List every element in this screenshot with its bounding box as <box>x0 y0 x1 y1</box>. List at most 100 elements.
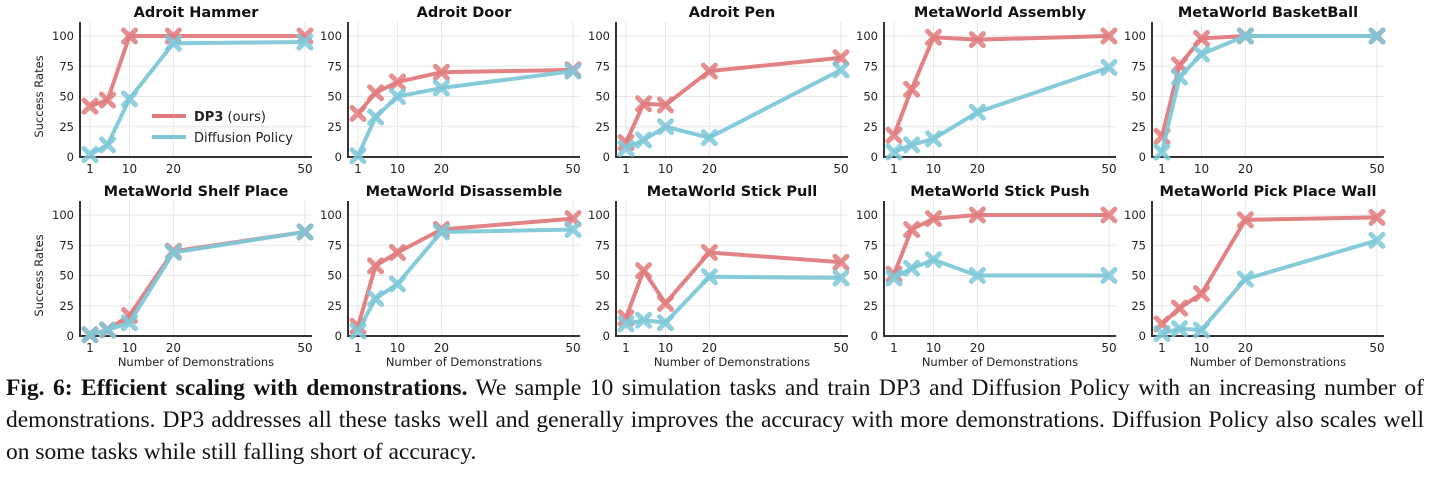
subplot-title: Adroit Hammer <box>134 5 260 21</box>
data-point <box>885 126 903 144</box>
y-tick-label: 50 <box>595 90 610 104</box>
marker-x-dp3 <box>367 257 385 275</box>
marker-x-diffusion-policy <box>564 62 582 80</box>
subplot-10: MetaWorld Pick Place Wall 0 25 50 75 100 1 10 20… <box>1124 184 1386 369</box>
data-point <box>1236 270 1254 288</box>
y-tick-label: 75 <box>59 238 74 252</box>
data-point <box>885 143 903 161</box>
data-point <box>120 90 138 108</box>
x-axis-label: Number of Demonstrations <box>654 355 810 369</box>
marker-x-diffusion-policy <box>564 221 582 239</box>
x-axis-label: Number of Demonstrations <box>118 355 274 369</box>
data-point <box>388 73 406 91</box>
marker-x-diffusion-policy <box>617 140 635 158</box>
marker-x-diffusion-policy <box>903 259 921 277</box>
x-tick-label: 1 <box>86 341 94 355</box>
y-tick-label: 50 <box>1131 90 1146 104</box>
data-point <box>1171 320 1189 338</box>
data-point <box>656 314 674 332</box>
caption-label: Fig. 6: <box>6 375 82 401</box>
marker-x-diffusion-policy <box>617 315 635 333</box>
x-tick-label: 50 <box>565 341 580 355</box>
y-tick-label: 25 <box>595 120 610 134</box>
marker-x-diffusion-policy <box>1368 27 1386 45</box>
y-tick-label: 100 <box>1124 29 1146 43</box>
data-point <box>99 136 117 154</box>
data-point <box>564 221 582 239</box>
marker-x-diffusion-policy <box>1153 325 1171 343</box>
marker-x-diffusion-policy <box>81 146 99 164</box>
subplot-title: MetaWorld Stick Push <box>910 184 1090 200</box>
data-point <box>1153 325 1171 343</box>
subplot-3: Adroit Pen 0 25 50 75 100 1 10 20 50 <box>588 5 850 176</box>
marker-x-dp3 <box>924 28 942 46</box>
x-tick-label: 20 <box>1238 162 1253 176</box>
data-point <box>700 129 718 147</box>
x-tick-label: 1 <box>354 162 362 176</box>
x-tick-label: 1 <box>354 341 362 355</box>
marker-x-diffusion-policy <box>367 108 385 126</box>
figure-caption: Fig. 6: Efficient scaling with demonstra… <box>6 372 1424 468</box>
marker-x-diffusion-policy <box>120 90 138 108</box>
data-point <box>432 79 450 97</box>
data-point <box>1100 267 1118 284</box>
x-tick-label: 20 <box>166 162 181 176</box>
x-tick-label: 1 <box>890 341 898 355</box>
marker-x-dp3 <box>1192 29 1210 47</box>
x-tick-label: 10 <box>122 341 137 355</box>
marker-x-dp3 <box>656 294 674 312</box>
marker-x-dp3 <box>968 31 986 49</box>
subplot-title: MetaWorld Stick Pull <box>647 184 818 200</box>
marker-x-diffusion-policy <box>1153 143 1171 161</box>
data-point <box>700 62 718 80</box>
data-point <box>1368 231 1386 249</box>
marker-x-diffusion-policy <box>1236 270 1254 288</box>
marker-x-diffusion-policy <box>832 61 850 79</box>
data-point <box>1236 211 1254 229</box>
series-line-dp3 <box>356 216 574 327</box>
x-tick-label: 50 <box>1101 162 1116 176</box>
data-point <box>164 244 182 262</box>
data-point <box>367 84 385 102</box>
legend: DP3 (ours) Diffusion Policy <box>152 110 293 146</box>
marker-x-diffusion-policy <box>885 269 903 287</box>
marker-x-dp3 <box>99 91 117 109</box>
marker-x-dp3 <box>903 221 921 239</box>
y-tick-label: 25 <box>327 120 342 134</box>
x-tick-label: 10 <box>658 162 673 176</box>
marker-x-dp3 <box>120 27 138 45</box>
marker-x-diffusion-policy <box>700 268 718 286</box>
data-point <box>903 221 921 239</box>
marker-x-dp3 <box>700 244 718 262</box>
x-tick-label: 1 <box>622 162 630 176</box>
y-tick-label: 50 <box>59 90 74 104</box>
marker-x-dp3 <box>388 244 406 262</box>
data-point <box>432 223 450 241</box>
x-tick-label: 1 <box>86 162 94 176</box>
x-tick-label: 20 <box>702 341 717 355</box>
data-point <box>1171 56 1189 74</box>
x-tick-label: 10 <box>926 162 941 176</box>
marker-x-dp3 <box>367 84 385 102</box>
y-tick-label: 0 <box>335 150 342 164</box>
marker-x-dp3 <box>1100 27 1118 45</box>
subplot-title: MetaWorld Assembly <box>914 5 1087 21</box>
series-line-diffusion-policy <box>893 65 1110 155</box>
data-point <box>349 322 367 340</box>
data-point <box>903 136 921 154</box>
data-point <box>1100 27 1118 45</box>
data-point <box>617 315 635 333</box>
x-tick-label: 50 <box>1369 341 1384 355</box>
x-tick-label: 20 <box>434 341 449 355</box>
y-tick-label: 50 <box>327 269 342 283</box>
subplot-title: Adroit Pen <box>689 5 775 21</box>
data-point <box>388 88 406 105</box>
x-tick-label: 20 <box>702 162 717 176</box>
marker-x-diffusion-policy <box>1100 267 1118 284</box>
x-tick-label: 50 <box>833 341 848 355</box>
data-point <box>635 311 653 329</box>
marker-x-diffusion-policy <box>296 33 314 51</box>
subplot-title: MetaWorld Shelf Place <box>104 184 289 200</box>
data-point <box>1236 27 1254 45</box>
marker-x-diffusion-policy <box>1192 45 1210 63</box>
